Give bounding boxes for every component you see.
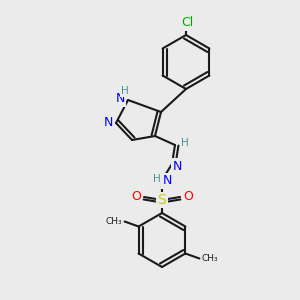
Text: H: H xyxy=(121,86,129,96)
Text: N: N xyxy=(115,92,125,106)
Text: O: O xyxy=(183,190,193,203)
Text: H: H xyxy=(181,138,189,148)
Text: O: O xyxy=(131,190,141,203)
Text: N: N xyxy=(162,175,172,188)
Text: CH₃: CH₃ xyxy=(106,217,123,226)
Text: S: S xyxy=(158,193,166,207)
Text: N: N xyxy=(172,160,182,172)
Text: Cl: Cl xyxy=(181,16,193,29)
Text: N: N xyxy=(103,116,113,130)
Text: H: H xyxy=(153,174,161,184)
Text: CH₃: CH₃ xyxy=(201,254,218,263)
